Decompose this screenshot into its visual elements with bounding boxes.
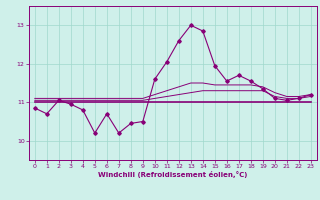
X-axis label: Windchill (Refroidissement éolien,°C): Windchill (Refroidissement éolien,°C): [98, 171, 247, 178]
